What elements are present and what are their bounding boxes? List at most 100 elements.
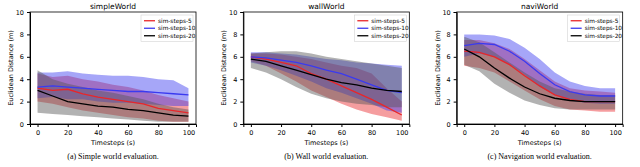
y-tick: 6 bbox=[233, 53, 243, 61]
x-tick-mark bbox=[402, 124, 403, 127]
x-tick: 100 bbox=[396, 124, 408, 137]
x-tick: 80 bbox=[155, 124, 163, 137]
band bbox=[251, 51, 402, 107]
y-tick-mark bbox=[27, 57, 30, 58]
legend-swatch bbox=[571, 35, 582, 36]
legend-label: sim-steps-10 bbox=[585, 25, 623, 32]
x-tick-label: 20 bbox=[491, 129, 499, 137]
x-axis-line bbox=[31, 125, 197, 128]
y-tick-mark bbox=[27, 102, 30, 103]
x-tick-mark bbox=[372, 124, 373, 127]
x-axis: 0 20 40 60 80 100 bbox=[244, 124, 410, 137]
y-tick-label: 6 bbox=[447, 53, 451, 61]
x-tick-label: 60 bbox=[551, 129, 559, 137]
y-tick: 0 bbox=[233, 121, 243, 129]
caption: (c) Navigation world evaluation. bbox=[487, 152, 591, 161]
x-tick-mark bbox=[188, 124, 189, 127]
legend-label: sim-steps-5 bbox=[585, 18, 619, 25]
x-tick-label: 40 bbox=[521, 129, 529, 137]
y-tick: 4 bbox=[20, 76, 30, 84]
mean-line bbox=[38, 90, 189, 116]
y-tick-label: 8 bbox=[233, 31, 237, 39]
y-tick: 4 bbox=[447, 76, 457, 84]
y-tick: 2 bbox=[233, 98, 243, 106]
x-tick: 60 bbox=[338, 124, 346, 137]
legend-label: sim-steps-10 bbox=[371, 25, 409, 32]
mean-line bbox=[464, 43, 615, 96]
figure: 0204060801000246810simpleWorldTimesteps … bbox=[0, 0, 640, 167]
y-tick-mark bbox=[27, 34, 30, 35]
y-tick-label: 8 bbox=[20, 31, 24, 39]
x-tick-label: 20 bbox=[277, 129, 285, 137]
y-tick-mark bbox=[454, 102, 457, 103]
x-tick-label: 100 bbox=[183, 129, 195, 137]
x-tick-mark bbox=[585, 124, 586, 127]
legend-swatch bbox=[571, 20, 582, 21]
legend-label: sim-steps-20 bbox=[371, 33, 409, 40]
x-tick: 0 bbox=[463, 124, 467, 137]
mean-line bbox=[464, 49, 615, 102]
legend: sim-steps-5sim-steps-10sim-steps-20 bbox=[568, 15, 623, 42]
y-tick-mark bbox=[454, 12, 457, 13]
x-tick-label: 40 bbox=[94, 129, 102, 137]
x-tick-mark bbox=[98, 124, 99, 127]
y-axis-line bbox=[454, 13, 458, 125]
y-tick: 2 bbox=[447, 98, 457, 106]
y-axis-line bbox=[240, 13, 244, 125]
x-tick: 60 bbox=[124, 124, 132, 137]
x-tick-mark bbox=[525, 124, 526, 127]
plot-frame bbox=[243, 12, 409, 124]
x-axis-title: Timesteps (s) bbox=[303, 139, 348, 147]
x-tick-mark bbox=[615, 124, 616, 127]
x-tick: 80 bbox=[368, 124, 376, 137]
y-tick: 10 bbox=[442, 9, 456, 17]
x-tick: 0 bbox=[36, 124, 40, 137]
caption: (a) Simple world evaluation. bbox=[67, 152, 159, 161]
y-tick-mark bbox=[240, 102, 243, 103]
x-tick-label: 80 bbox=[581, 129, 589, 137]
x-tick-label: 100 bbox=[609, 129, 621, 137]
y-tick: 10 bbox=[16, 9, 30, 17]
x-tick-mark bbox=[251, 124, 252, 127]
legend: sim-steps-5sim-steps-10sim-steps-20 bbox=[141, 15, 196, 42]
x-tick: 20 bbox=[277, 124, 285, 137]
mean-line bbox=[251, 59, 402, 91]
x-tick-label: 80 bbox=[155, 129, 163, 137]
legend-swatch bbox=[144, 35, 155, 36]
y-tick-mark bbox=[240, 12, 243, 13]
x-tick-mark bbox=[38, 124, 39, 127]
y-tick-label: 6 bbox=[233, 53, 237, 61]
caption: (b) Wall world evaluation. bbox=[284, 152, 368, 161]
y-tick-label: 2 bbox=[447, 98, 451, 106]
y-tick: 2 bbox=[20, 98, 30, 106]
x-tick: 100 bbox=[609, 124, 621, 137]
x-tick-label: 0 bbox=[249, 129, 253, 137]
legend: sim-steps-5sim-steps-10sim-steps-20 bbox=[354, 15, 409, 42]
panel: 0204060801000246810simpleWorldTimesteps … bbox=[7, 2, 197, 161]
y-tick-label: 10 bbox=[442, 9, 450, 17]
x-tick-mark bbox=[128, 124, 129, 127]
y-tick: 8 bbox=[447, 31, 457, 39]
plot-frame bbox=[457, 12, 623, 124]
y-axis: 0246810 bbox=[16, 9, 31, 129]
y-tick: 0 bbox=[20, 121, 30, 129]
y-tick-label: 10 bbox=[229, 9, 237, 17]
y-axis: 0246810 bbox=[442, 9, 457, 129]
legend-label: sim-steps-20 bbox=[585, 33, 623, 40]
x-tick-mark bbox=[158, 124, 159, 127]
y-axis: 0246810 bbox=[229, 9, 244, 129]
y-tick: 6 bbox=[447, 53, 457, 61]
x-tick: 0 bbox=[249, 124, 253, 137]
x-tick: 40 bbox=[94, 124, 102, 137]
y-tick-label: 2 bbox=[233, 98, 237, 106]
x-tick: 80 bbox=[581, 124, 589, 137]
legend-label: sim-steps-20 bbox=[158, 33, 196, 40]
y-tick-mark bbox=[240, 124, 243, 125]
x-tick-label: 100 bbox=[396, 129, 408, 137]
legend-label: sim-steps-5 bbox=[158, 18, 192, 25]
x-tick-mark bbox=[281, 124, 282, 127]
y-tick-mark bbox=[454, 57, 457, 58]
y-tick-label: 4 bbox=[447, 76, 451, 84]
y-tick-mark bbox=[27, 79, 30, 80]
x-tick-label: 40 bbox=[308, 129, 316, 137]
